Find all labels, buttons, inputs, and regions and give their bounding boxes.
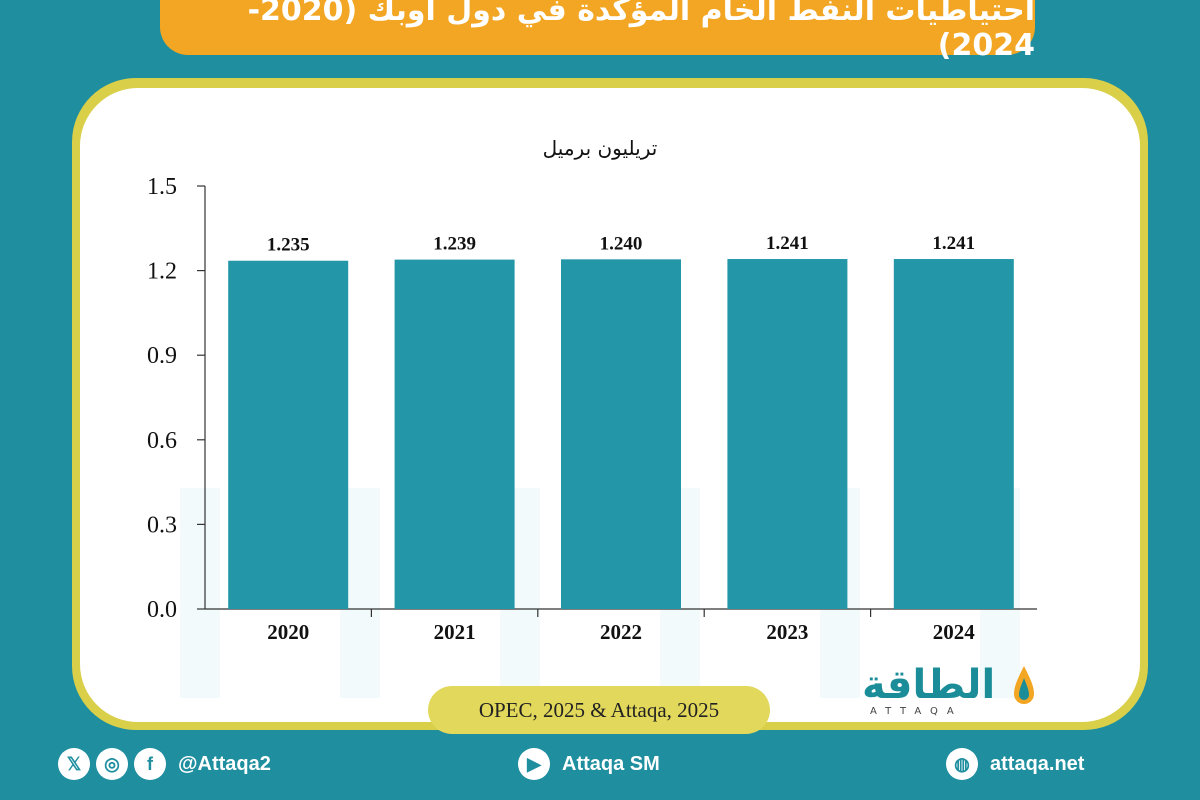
instagram-icon[interactable]: ◎ [96, 748, 128, 780]
y-tick-label: 1.2 [147, 259, 177, 285]
bar-value-label: 1.241 [766, 233, 809, 254]
globe-icon[interactable]: ◍ [946, 748, 978, 780]
title-banner: احتياطيات النفط الخام المؤكدة في دول أوب… [160, 0, 1035, 63]
logo-arabic-text: الطاقة [862, 662, 996, 708]
youtube-group: ▶ Attaqa SM [518, 748, 660, 780]
x-icon[interactable]: 𝕏 [58, 748, 90, 780]
y-axis-unit-label: تريليون برميل [542, 136, 658, 160]
bar [228, 260, 349, 609]
bar-value-label: 1.240 [600, 233, 643, 254]
attaqa-logo: الطاقة ATTAQA [862, 662, 1042, 722]
website-link[interactable]: attaqa.net [990, 752, 1085, 775]
social-group: 𝕏 ◎ f @Attaqa2 [58, 748, 271, 780]
youtube-label[interactable]: Attaqa SM [562, 752, 660, 775]
y-tick-label: 0.3 [147, 512, 177, 538]
footer: 𝕏 ◎ f @Attaqa2 ▶ Attaqa SM ◍ attaqa.net [0, 740, 1200, 800]
logo-latin-text: ATTAQA [870, 706, 963, 717]
bar [561, 259, 681, 609]
x-tick-label: 2021 [434, 620, 476, 644]
source-label: OPEC, 2025 & Attaqa, 2025 [428, 686, 770, 734]
y-tick-label: 0.9 [147, 343, 177, 369]
x-tick-label: 2020 [267, 620, 309, 644]
social-handle[interactable]: @Attaqa2 [178, 752, 271, 775]
bar [893, 259, 1014, 609]
y-tick-label: 0.6 [147, 428, 177, 454]
bar-value-label: 1.239 [433, 234, 476, 255]
bar [727, 259, 848, 609]
x-tick-label: 2024 [933, 620, 976, 644]
youtube-icon[interactable]: ▶ [518, 748, 550, 780]
bar-value-label: 1.241 [932, 233, 975, 254]
bar-value-label: 1.235 [267, 235, 310, 256]
y-tick-label: 0.0 [147, 597, 177, 623]
oil-drop-icon [1014, 666, 1034, 704]
x-tick-label: 2023 [766, 620, 808, 644]
website-group: ◍ attaqa.net [946, 748, 1084, 780]
x-tick-label: 2022 [600, 620, 642, 644]
bar [394, 259, 515, 609]
y-tick-label: 1.5 [147, 174, 177, 200]
facebook-icon[interactable]: f [134, 748, 166, 780]
chart-title: احتياطيات النفط الخام المؤكدة في دول أوب… [247, 0, 1035, 63]
